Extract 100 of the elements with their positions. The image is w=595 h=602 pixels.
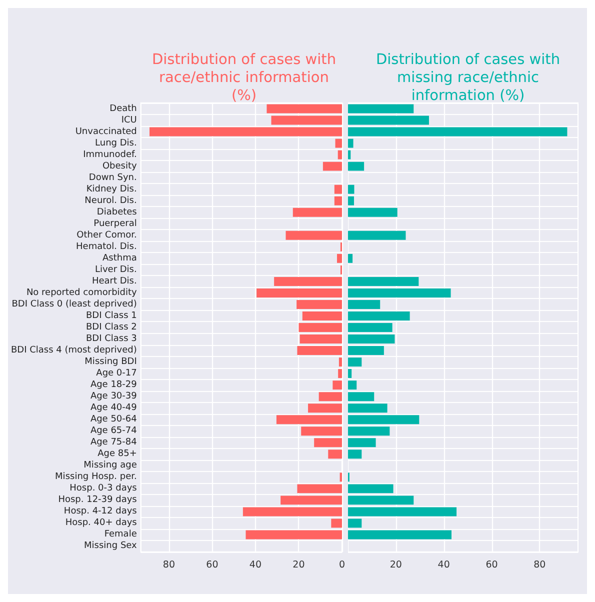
- x-tick-label: 60: [486, 560, 498, 570]
- x-tick-label: 20: [292, 560, 305, 570]
- bar: [348, 254, 353, 263]
- y-tick-label: Missing Sex: [84, 541, 138, 552]
- bar: [348, 300, 380, 309]
- bar: [276, 415, 342, 424]
- bar: [292, 208, 342, 217]
- y-tick-label: Heart Dis.: [92, 276, 137, 286]
- y-tick-label: Diabetes: [96, 207, 138, 218]
- x-tick-label: 40: [438, 560, 450, 570]
- bar: [274, 276, 342, 286]
- y-tick-label: Age 30-39: [90, 392, 138, 402]
- y-tick-label: Hosp. 0-3 days: [70, 484, 138, 494]
- bar: [348, 184, 354, 194]
- y-tick-label: Missing age: [84, 460, 138, 471]
- bar: [348, 450, 362, 459]
- bar: [337, 254, 342, 263]
- y-tick-label: Asthma: [102, 253, 137, 264]
- y-tick-label: ICU: [121, 115, 137, 126]
- bar: [348, 438, 376, 448]
- bar: [246, 530, 342, 540]
- bar: [348, 276, 419, 286]
- y-tick-label: Age 0-17: [96, 368, 137, 379]
- y-tick-label: Neurol. Dis.: [84, 196, 137, 206]
- y-tick-label: Hosp. 40+ days: [65, 518, 138, 528]
- x-tick-label: 60: [206, 560, 218, 570]
- bar: [348, 127, 568, 136]
- y-tick-label: Female: [104, 530, 138, 540]
- bar: [286, 230, 342, 240]
- y-tick-label: BDI Class 2: [86, 322, 137, 332]
- bar: [338, 358, 342, 367]
- bar: [300, 334, 342, 344]
- y-tick-label: Age 75-84: [90, 438, 138, 448]
- bar: [297, 346, 342, 356]
- y-tick-label: Hosp. 12-39 days: [58, 495, 138, 506]
- bar: [256, 288, 342, 298]
- bar: [298, 323, 342, 332]
- bar: [348, 208, 398, 217]
- bar: [348, 334, 395, 344]
- bar: [348, 346, 384, 356]
- y-tick-label: Hosp. 4-12 days: [64, 506, 138, 517]
- bar: [338, 150, 342, 160]
- bar: [331, 518, 342, 528]
- bar: [301, 426, 342, 436]
- y-tick-label: Immunodef.: [83, 150, 137, 160]
- bar: [334, 196, 342, 206]
- bar: [348, 380, 357, 390]
- y-tick-label: Unvaccinated: [75, 126, 137, 137]
- bar: [348, 138, 354, 148]
- bar: [348, 484, 394, 494]
- y-tick-label: Age 50-64: [90, 414, 138, 425]
- bar: [328, 450, 342, 459]
- bar: [348, 196, 354, 206]
- y-tick-label: Death: [110, 104, 137, 114]
- bar: [348, 369, 352, 378]
- y-tick-label: Age 65-74: [90, 426, 138, 436]
- bar: [297, 484, 342, 494]
- bar: [271, 116, 342, 125]
- y-tick-label: No reported comorbidity: [26, 288, 138, 298]
- bar: [348, 323, 392, 332]
- y-tick-label: Obesity: [102, 161, 138, 172]
- bar: [332, 380, 342, 390]
- bar: [348, 426, 390, 436]
- x-tick-label: 80: [534, 560, 546, 570]
- bar: [266, 104, 342, 114]
- bar: [348, 288, 451, 298]
- bar: [348, 530, 452, 540]
- bar: [348, 404, 388, 413]
- y-tick-label: Age 40-49: [90, 403, 138, 414]
- bar: [348, 415, 420, 424]
- y-tick-label: Age 85+: [98, 449, 137, 460]
- bar: [314, 438, 342, 448]
- y-tick-label: Hematol. Dis.: [76, 242, 137, 252]
- y-tick-label: Missing Hosp. per.: [55, 472, 137, 482]
- bar: [348, 150, 351, 160]
- bar: [348, 162, 364, 171]
- bar: [302, 311, 342, 320]
- bar: [348, 507, 457, 516]
- y-tick-label: Puerperal: [94, 218, 137, 229]
- bar: [334, 184, 342, 194]
- y-tick-label: Down Syn.: [88, 172, 137, 183]
- x-tick-label: 20: [390, 560, 402, 570]
- bar: [308, 404, 342, 413]
- y-tick-label: Age 18-29: [90, 380, 138, 390]
- bar: [335, 138, 342, 148]
- bar: [318, 392, 342, 402]
- bar: [348, 358, 362, 367]
- chart-title: Distribution of cases with missing race/ethnic information (%): [376, 52, 560, 104]
- bar: [348, 518, 362, 528]
- x-tick-label: 80: [162, 560, 176, 570]
- y-tick-label: Kidney Dis.: [86, 184, 137, 194]
- bar: [322, 162, 342, 171]
- y-tick-label: BDI Class 3: [86, 334, 137, 344]
- chart-title: Distribution of cases with race/ethnic information (%): [152, 52, 336, 104]
- bar: [280, 496, 342, 505]
- y-tick-label: BDI Class 4 (most deprived): [11, 346, 137, 356]
- bar: [242, 507, 342, 516]
- bar: [296, 300, 342, 309]
- y-tick-label: Missing BDI: [84, 357, 137, 368]
- x-tick-label: 40: [249, 560, 262, 570]
